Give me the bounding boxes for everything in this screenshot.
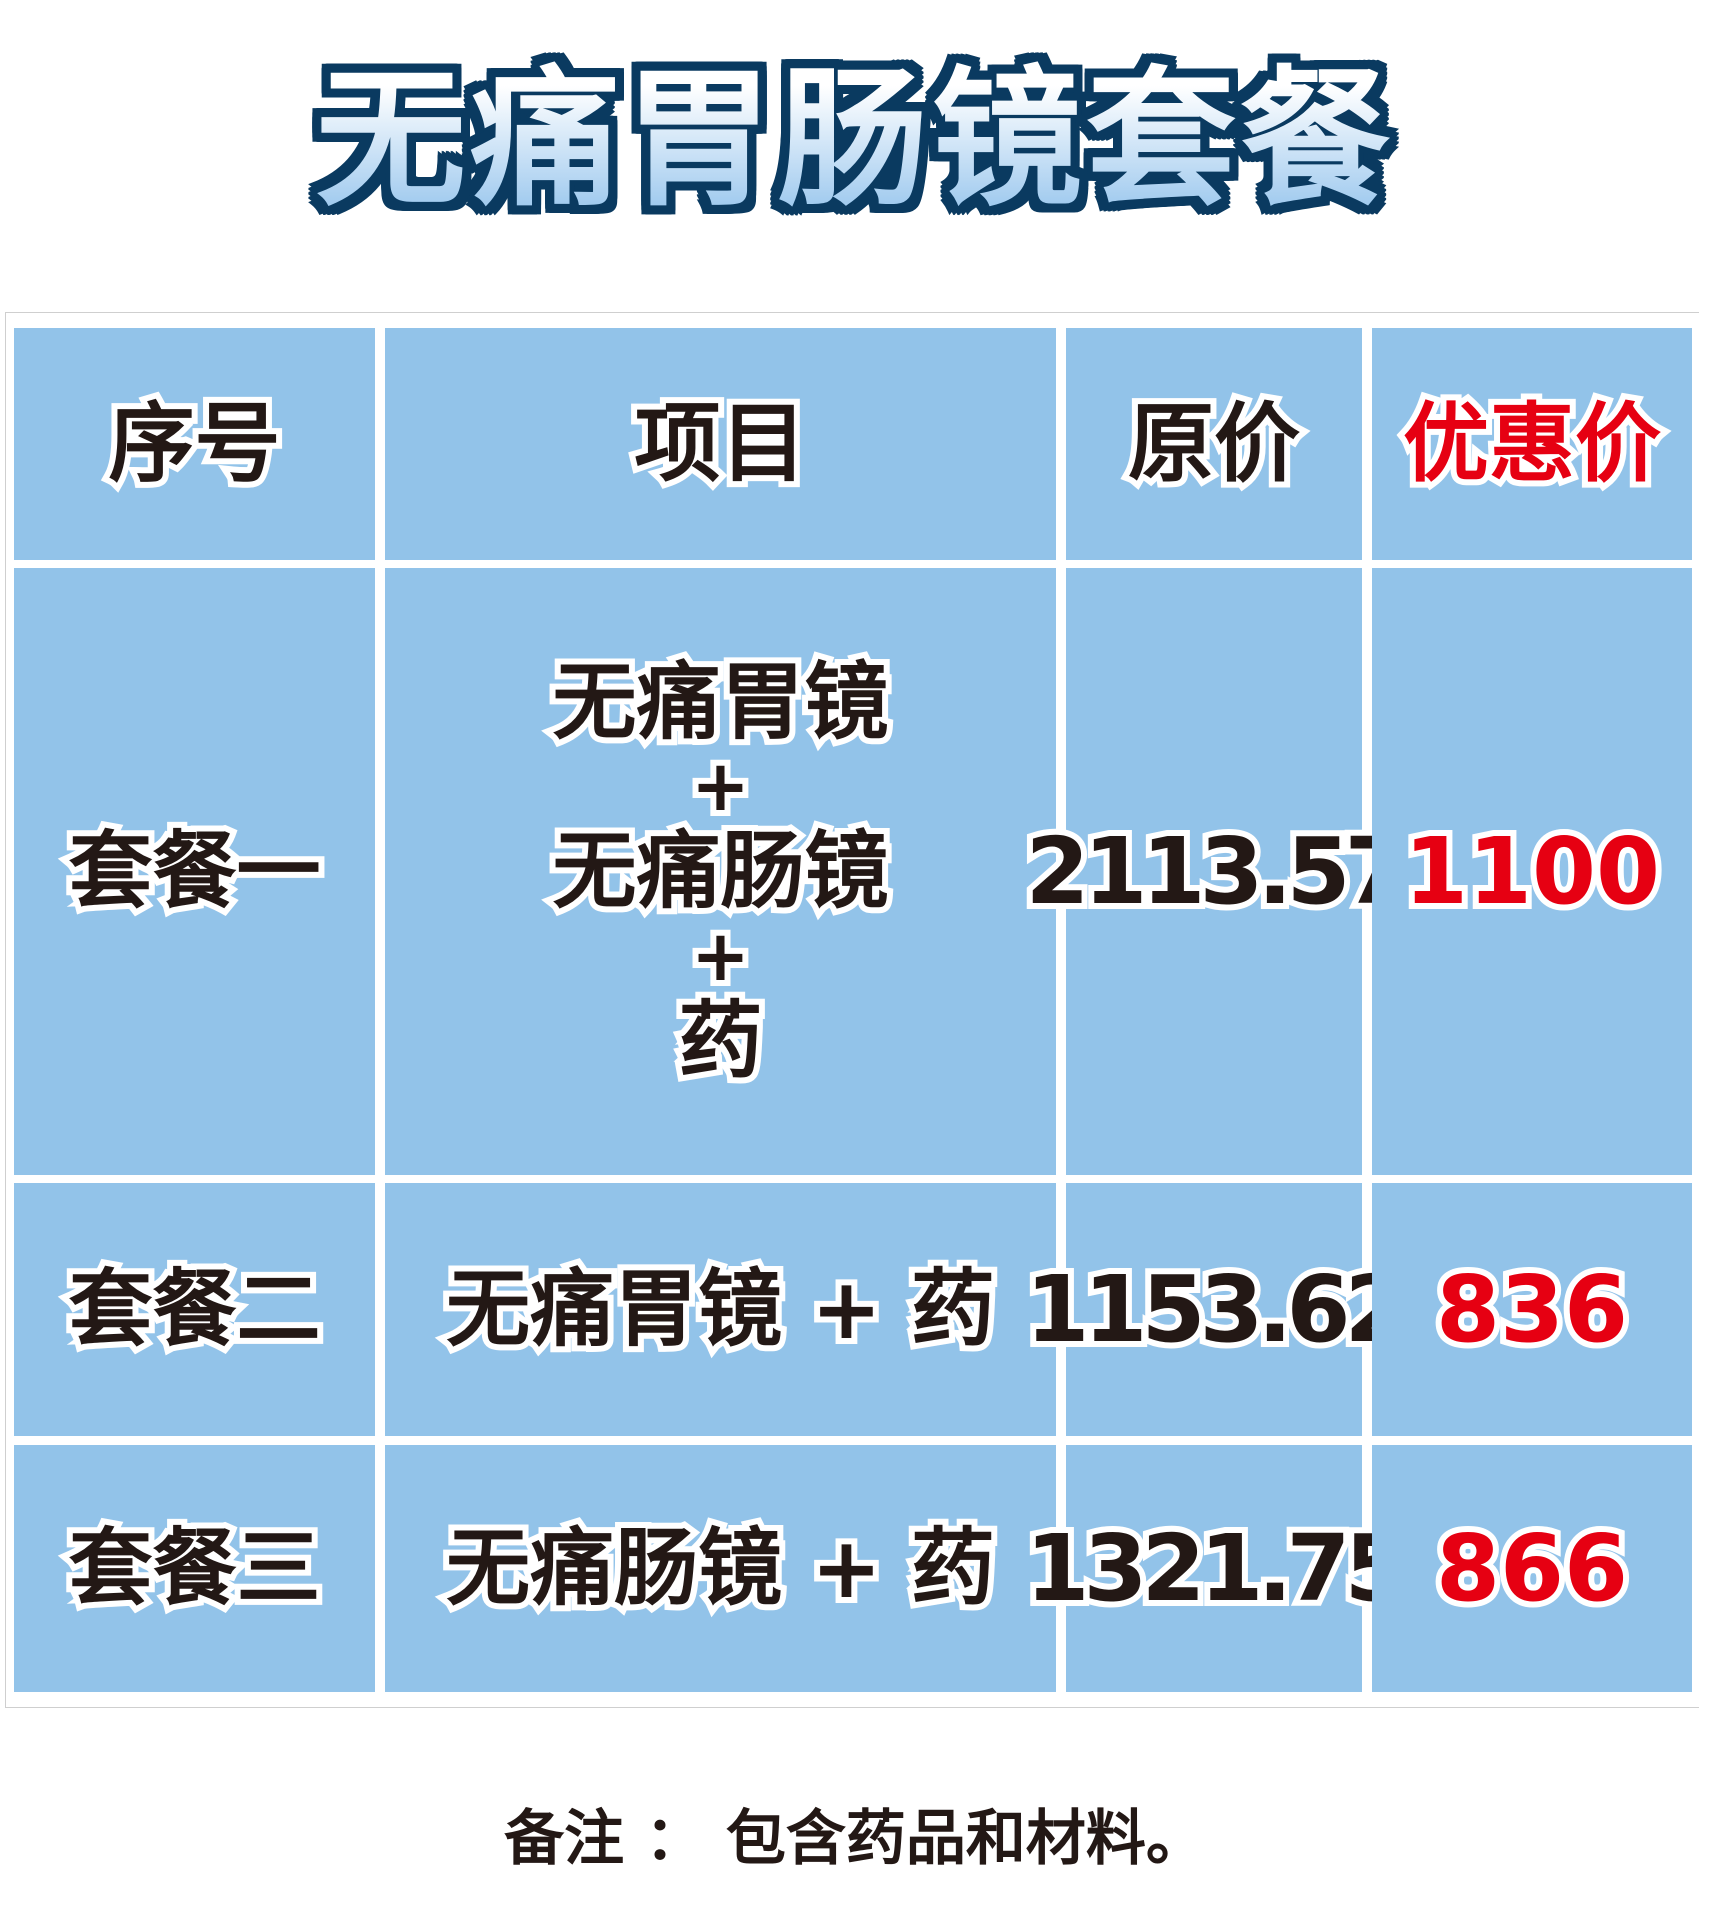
header-item: 项目 [629, 391, 813, 497]
discount-price: 836 [1430, 1253, 1634, 1366]
header-cell-discount: 优惠价 [1372, 328, 1692, 560]
header-cell-original: 原价 [1066, 328, 1362, 560]
original-price: 2113.57 [1019, 815, 1414, 928]
item-line: 无痛肠镜 [546, 819, 894, 924]
header-cell-item: 项目 [385, 328, 1056, 560]
row3-original-cell: 1321.75 [1019, 1445, 1415, 1692]
row1-discount-cell: 1100 [1372, 568, 1692, 1175]
footer-note: 备注 ： 包含药品和材料。 [504, 1804, 1206, 1874]
original-price: 1321.75 [1019, 1512, 1414, 1625]
discount-price: 866 [1430, 1512, 1634, 1625]
row3-item-cell: 无痛肠镜 + 药 [385, 1445, 1056, 1692]
header-discount: 优惠价 [1397, 391, 1667, 497]
row1-item-cell: 无痛胃镜 + 无痛肠镜 + 药 [385, 568, 1056, 1175]
page-title: 无痛胃肠镜套餐 [0, 50, 1710, 230]
header-cell-index: 序号 [14, 328, 375, 560]
price-table-frame [5, 312, 1699, 1708]
item-line: 无痛肠镜 + 药 [440, 1516, 1001, 1621]
row2-name-cell: 套餐二 [14, 1183, 375, 1436]
row1-name-cell: 套餐一 [14, 568, 375, 1175]
row3-name-cell: 套餐三 [14, 1445, 375, 1692]
original-price: 1153.62 [1019, 1253, 1414, 1366]
row1-original-cell: 2113.57 [1019, 568, 1415, 1175]
package-name: 套餐三 [62, 1516, 326, 1621]
item-line: 无痛胃镜 + 药 [440, 1257, 1001, 1362]
discount-price: 1100 [1398, 815, 1666, 928]
row3-discount-cell: 866 [1372, 1445, 1692, 1692]
item-line: 无痛胃镜 [546, 649, 894, 754]
header-index: 序号 [103, 391, 287, 497]
row2-original-cell: 1153.62 [1019, 1183, 1415, 1436]
package-name: 套餐一 [62, 819, 326, 924]
row2-discount-cell: 836 [1372, 1183, 1692, 1436]
row2-item-cell: 无痛胃镜 + 药 [385, 1183, 1056, 1436]
plus-sign: + [685, 911, 756, 1000]
item-line: 药 [672, 988, 768, 1093]
header-original: 原价 [1122, 391, 1306, 497]
package-name: 套餐二 [62, 1257, 326, 1362]
plus-sign: + [685, 742, 756, 831]
